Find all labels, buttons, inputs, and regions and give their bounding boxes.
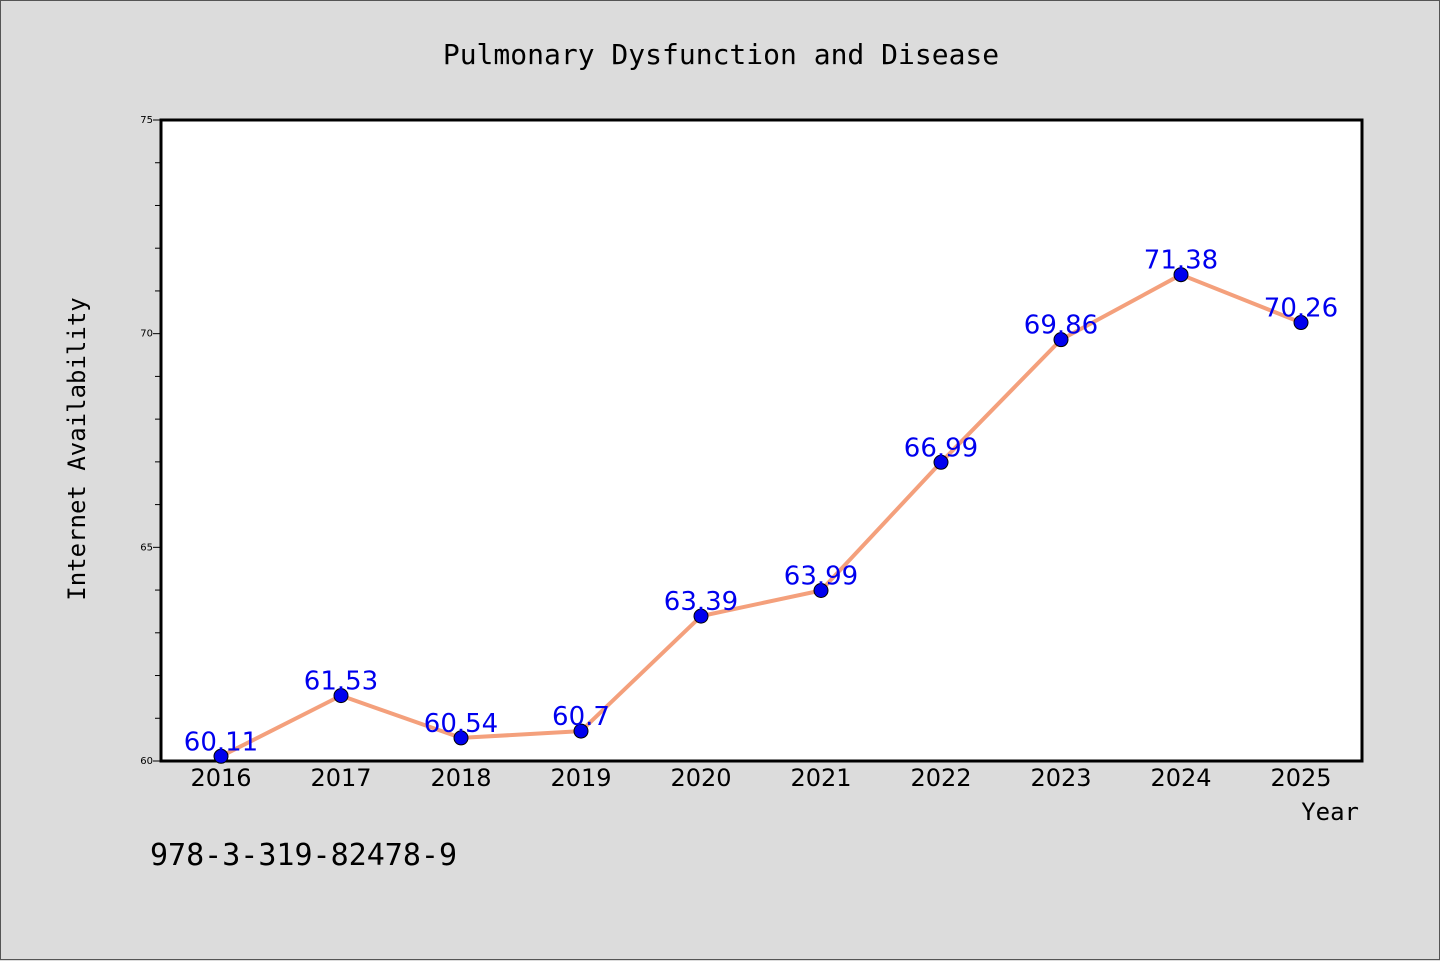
series-polyline — [220, 272, 1302, 759]
x-tick-label: 2025 — [1270, 764, 1331, 792]
y-tick-label: 70 — [140, 329, 153, 340]
data-point — [573, 723, 589, 739]
x-tick-label: 2021 — [790, 764, 851, 792]
data-label: 69.86 — [1024, 311, 1098, 341]
data-label: 61.53 — [304, 667, 378, 697]
x-axis: 2016 2017 2018 2019 2020 2021 2022 2023 2024 2025 — [190, 764, 1331, 792]
series-line — [213, 267, 1309, 764]
x-tick-label: 2024 — [1150, 764, 1211, 792]
data-point — [333, 688, 349, 704]
data-label: 60.7 — [552, 702, 610, 732]
y-tick-label: 75 — [140, 115, 153, 126]
data-labels: 60.11 61.53 60.54 60.7 63.39 63.99 66.99 69.86 7… — [184, 246, 1338, 758]
data-point — [1293, 315, 1309, 331]
data-label: 71.38 — [1144, 246, 1218, 276]
data-point — [693, 608, 709, 624]
y-axis-title: Internet Availability — [63, 297, 91, 600]
isbn-code: 978-3-319-82478-9 — [150, 838, 457, 873]
x-tick-label: 2020 — [670, 764, 731, 792]
data-label: 66.99 — [904, 433, 978, 463]
y-tick-label: 60 — [140, 756, 153, 767]
plot-area — [159, 118, 1364, 763]
data-label: 70.26 — [1264, 294, 1338, 324]
data-point — [1053, 332, 1069, 348]
x-tick-label: 2017 — [310, 764, 371, 792]
y-tick-label: 65 — [140, 542, 153, 553]
x-tick-label: 2018 — [430, 764, 491, 792]
x-tick-label: 2019 — [550, 764, 611, 792]
x-tick-label: 2022 — [910, 764, 971, 792]
x-tick-label: 2016 — [190, 764, 251, 792]
data-point — [213, 748, 229, 764]
data-point — [1173, 267, 1189, 283]
data-point — [933, 454, 949, 470]
data-label: 60.11 — [184, 727, 258, 757]
data-label: 63.99 — [784, 561, 858, 591]
data-point — [453, 730, 469, 746]
data-label: 60.54 — [424, 709, 498, 739]
x-axis-title: Year — [1301, 798, 1359, 826]
data-point — [813, 582, 829, 598]
x-tick-label: 2023 — [1030, 764, 1091, 792]
chart-title: Pulmonary Dysfunction and Disease — [443, 38, 999, 71]
data-label: 63.39 — [664, 587, 738, 617]
y-axis: 60 65 70 75 — [140, 115, 161, 767]
